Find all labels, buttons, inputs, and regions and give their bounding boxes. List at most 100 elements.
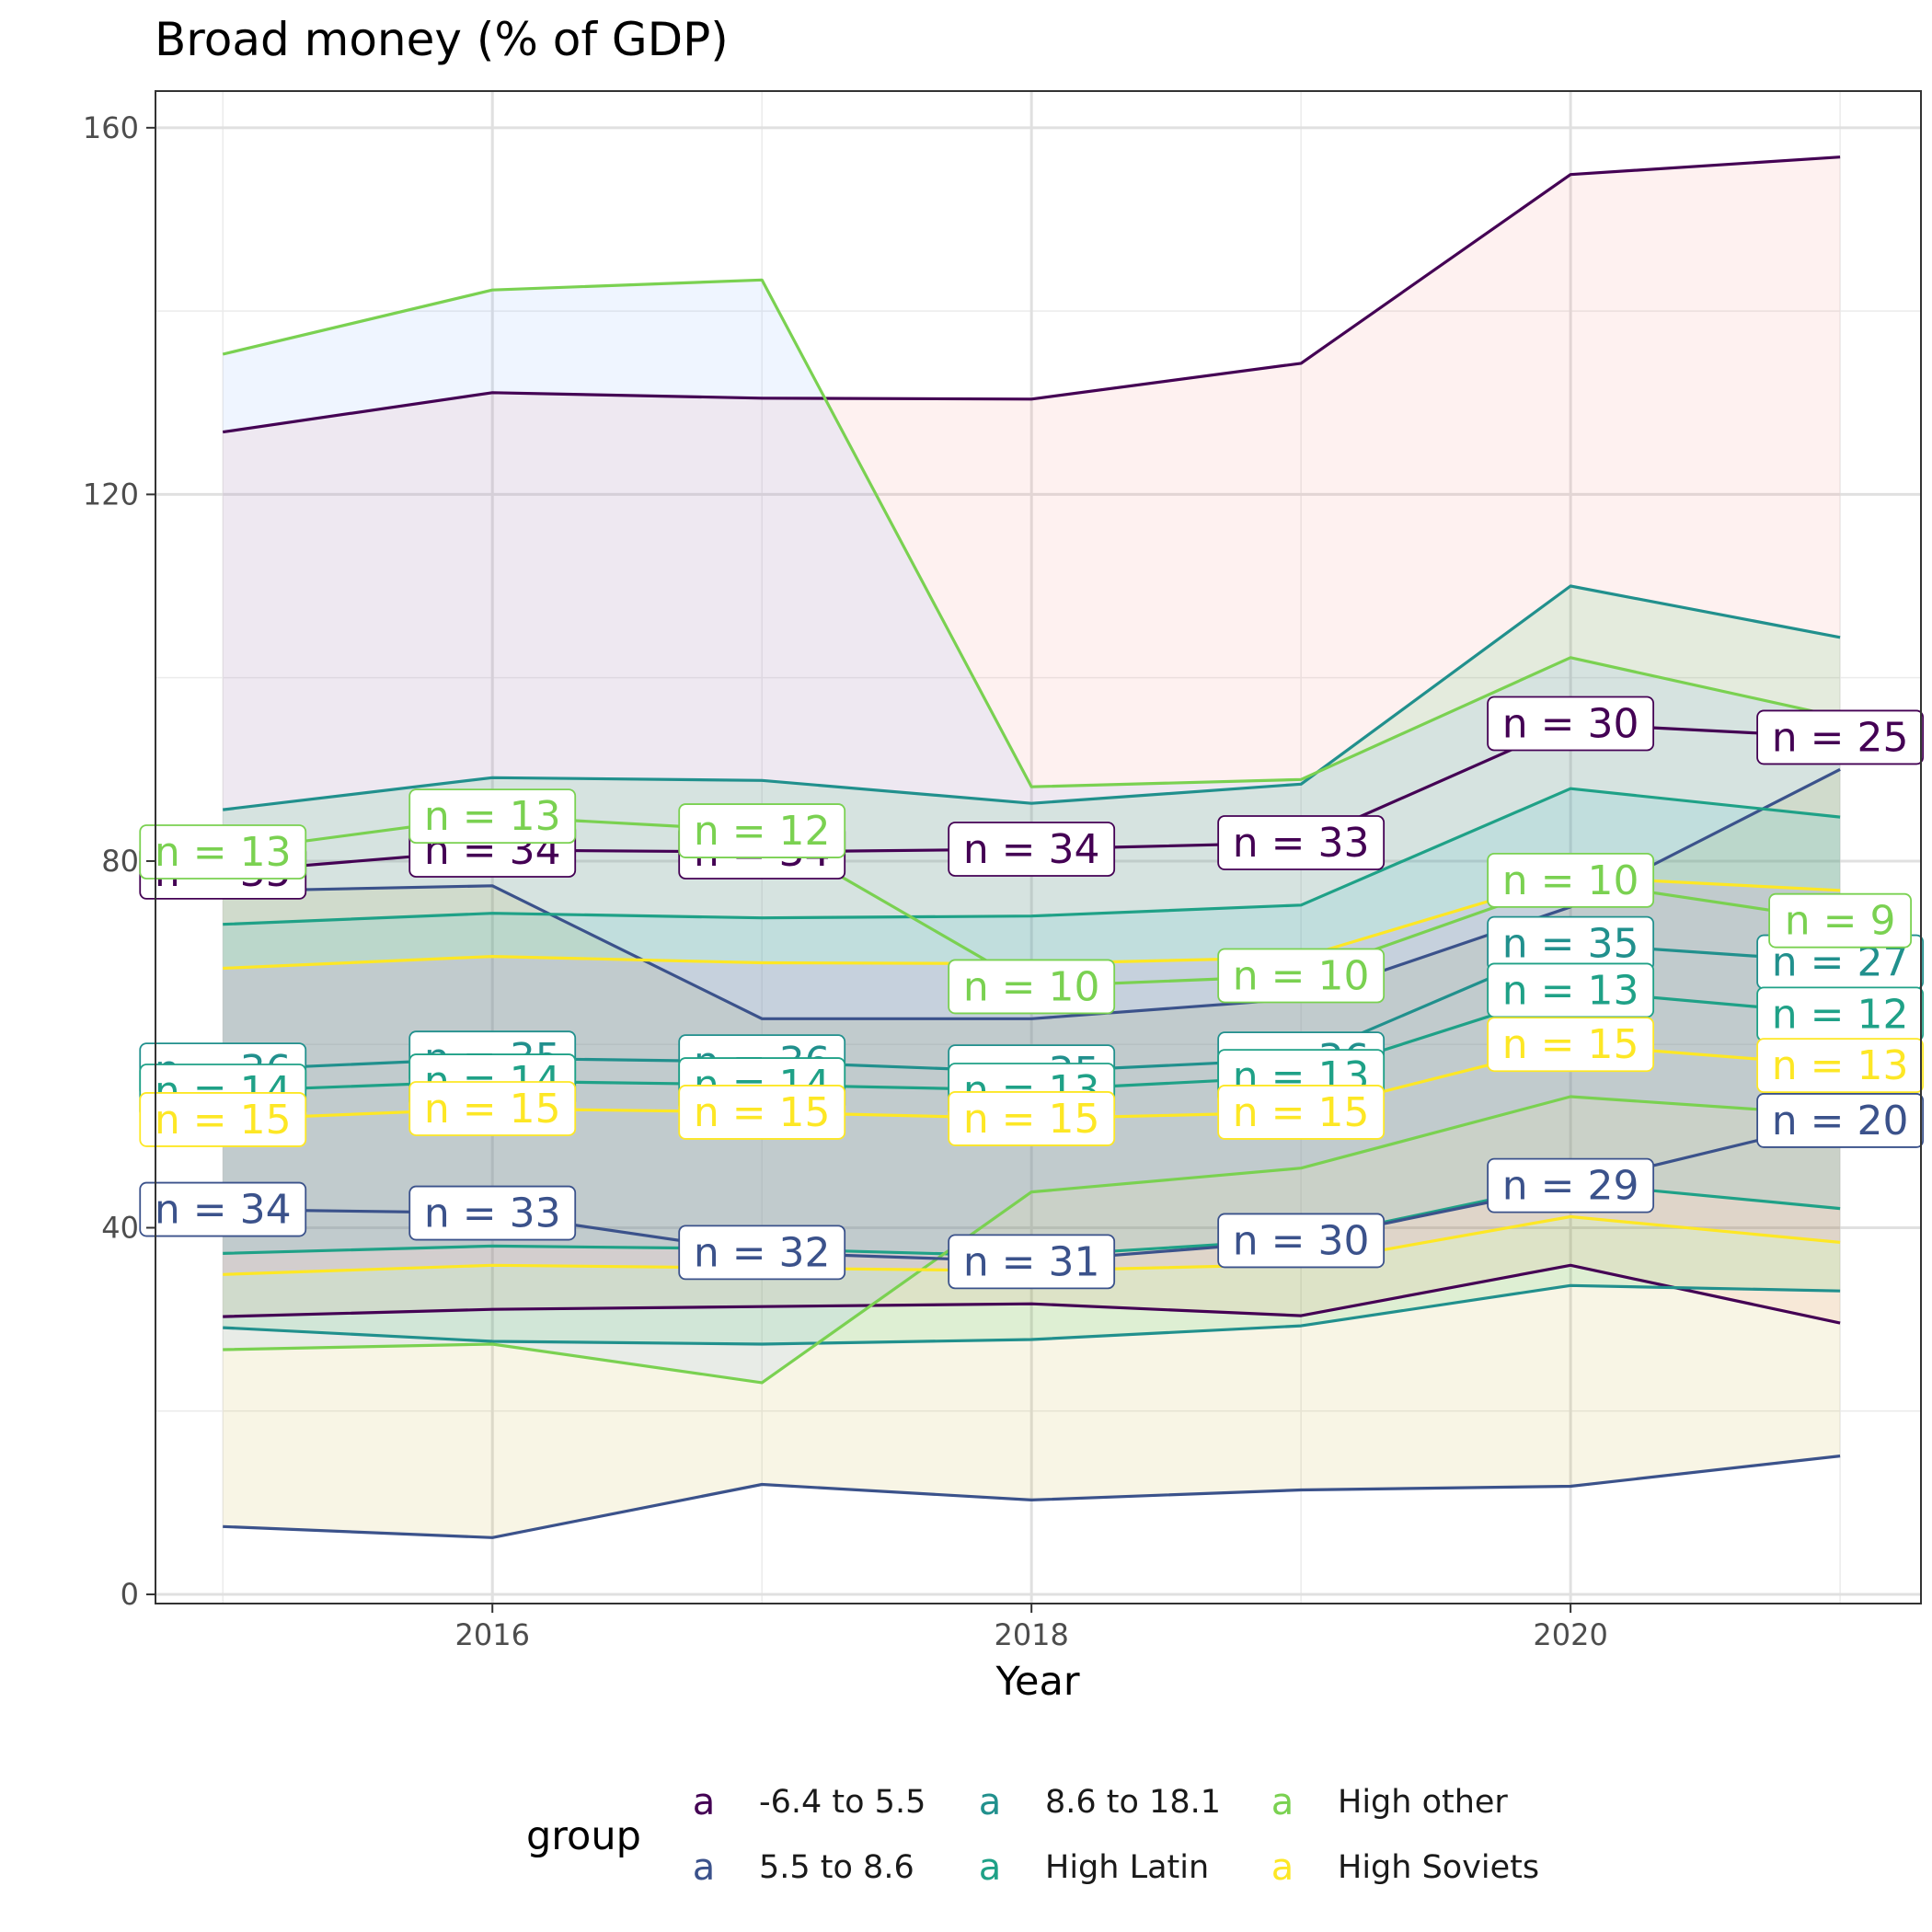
legend-title: group bbox=[526, 1813, 641, 1859]
count-label-text: n = 33 bbox=[424, 1190, 561, 1237]
legend-label: High other bbox=[1338, 1784, 1508, 1821]
count-label-text: n = 25 bbox=[1772, 714, 1909, 761]
line-lower-6-4-to-5-5 bbox=[223, 1263, 1841, 1325]
count-label-text: n = 20 bbox=[1772, 1098, 1909, 1144]
count-label-high-soviets: n = 13 bbox=[1756, 1038, 1925, 1094]
count-label-text: n = 15 bbox=[1233, 1089, 1370, 1136]
count-label-6-4-to-5-5: n = 25 bbox=[1756, 709, 1925, 765]
count-label-high-soviets: n = 15 bbox=[948, 1091, 1116, 1146]
count-label-box bbox=[1217, 948, 1386, 1004]
count-label-6-4-to-5-5: n = 33 bbox=[1217, 815, 1386, 870]
count-label-box bbox=[408, 1081, 577, 1136]
legend-key-glyph: a bbox=[979, 1846, 1002, 1889]
x-axis-tick-label: 2018 bbox=[994, 1617, 1068, 1652]
count-label-text: n = 30 bbox=[1233, 1217, 1370, 1264]
y-axis-tick-label: 120 bbox=[83, 477, 139, 512]
y-axis-tick-label: 0 bbox=[121, 1577, 139, 1612]
count-label-high-other: n = 10 bbox=[1487, 852, 1655, 908]
legend-item-high-soviets: a High Soviets bbox=[1271, 1846, 1539, 1889]
count-label-box bbox=[678, 1225, 846, 1281]
count-label-box bbox=[948, 1091, 1116, 1146]
count-label-high-latin: n = 13 bbox=[1487, 962, 1655, 1018]
count-label-text: n = 15 bbox=[155, 1097, 292, 1144]
count-label-box bbox=[1487, 696, 1655, 752]
count-label-text: n = 10 bbox=[1502, 857, 1639, 904]
count-label-high-other: n = 10 bbox=[948, 959, 1116, 1015]
count-label-box bbox=[1217, 1213, 1386, 1269]
x-axis-tick-label: 2020 bbox=[1533, 1617, 1607, 1652]
legend: a -6.4 to 5.5 a 5.5 to 8.6 a 8.6 to 18.1 a High… bbox=[693, 1781, 1539, 1889]
line-lower-high-other bbox=[223, 1095, 1841, 1385]
legend-key-glyph: a bbox=[1271, 1781, 1294, 1823]
band-5-5-to-8-6 bbox=[223, 769, 1841, 1538]
count-label-box bbox=[948, 1234, 1116, 1290]
legend-label: 8.6 to 18.1 bbox=[1045, 1784, 1221, 1821]
x-axis-tick-label: 2016 bbox=[455, 1617, 530, 1652]
x-axis-title: Year bbox=[995, 1659, 1079, 1705]
count-label-high-other: n = 13 bbox=[408, 788, 577, 845]
y-axis-tick-label: 80 bbox=[101, 844, 139, 879]
count-label-box bbox=[948, 822, 1116, 877]
count-label-high-soviets: n = 15 bbox=[1487, 1017, 1655, 1073]
line-upper-8-6-to-18-1 bbox=[223, 584, 1841, 811]
count-label-text: n = 10 bbox=[963, 963, 1100, 1010]
band-high-latin bbox=[223, 788, 1841, 1257]
count-label-box bbox=[1756, 1093, 1925, 1148]
count-label-text: n = 15 bbox=[694, 1089, 831, 1136]
count-label-box bbox=[1487, 1157, 1655, 1213]
count-label-box bbox=[1756, 709, 1925, 765]
line-upper-high-other bbox=[222, 278, 1841, 788]
count-labels: n = 35n = 34n = 34n = 34n = 33n = 30n = … bbox=[139, 696, 1925, 1290]
count-label-5-5-to-8-6: n = 33 bbox=[408, 1185, 577, 1241]
count-label-text: n = 32 bbox=[694, 1229, 831, 1276]
count-label-box bbox=[1217, 1085, 1386, 1140]
count-label-text: n = 13 bbox=[1502, 967, 1639, 1014]
count-label-text: n = 35 bbox=[1502, 921, 1639, 968]
count-label-box bbox=[678, 1085, 846, 1140]
count-label-box bbox=[1487, 852, 1655, 908]
count-label-text: n = 13 bbox=[155, 829, 292, 876]
count-label-high-other: n = 10 bbox=[1217, 948, 1386, 1004]
count-label-high-other: n = 12 bbox=[678, 803, 846, 858]
count-label-text: n = 10 bbox=[1233, 952, 1370, 999]
count-label-6-4-to-5-5: n = 34 bbox=[948, 822, 1116, 877]
count-label-box bbox=[678, 803, 846, 858]
legend-item-5-5-to-8-6: a 5.5 to 8.6 bbox=[693, 1846, 914, 1889]
count-label-box bbox=[948, 959, 1116, 1015]
count-label-high-other: n = 13 bbox=[139, 824, 307, 880]
count-label-high-soviets: n = 15 bbox=[678, 1085, 846, 1140]
count-label-box bbox=[139, 1092, 307, 1147]
count-label-text: n = 34 bbox=[155, 1187, 292, 1234]
count-label-high-soviets: n = 15 bbox=[408, 1081, 577, 1136]
band-6-4-to-5-5 bbox=[223, 156, 1841, 1324]
count-label-high-latin: n = 12 bbox=[1756, 986, 1925, 1042]
count-label-text: n = 30 bbox=[1502, 700, 1639, 747]
legend-label: High Latin bbox=[1045, 1849, 1209, 1886]
count-label-5-5-to-8-6: n = 32 bbox=[678, 1225, 846, 1281]
legend-label: 5.5 to 8.6 bbox=[759, 1849, 914, 1886]
count-label-5-5-to-8-6: n = 20 bbox=[1756, 1093, 1925, 1148]
legend-item-high-other: a High other bbox=[1271, 1781, 1509, 1823]
count-label-box bbox=[139, 1181, 307, 1237]
count-label-high-soviets: n = 15 bbox=[139, 1092, 307, 1147]
legend-item-6-4-to-5-5: a -6.4 to 5.5 bbox=[693, 1781, 926, 1823]
count-label-box bbox=[1768, 892, 1913, 949]
count-label-5-5-to-8-6: n = 34 bbox=[139, 1181, 307, 1237]
count-label-5-5-to-8-6: n = 30 bbox=[1217, 1213, 1386, 1269]
count-label-high-other: n = 9 bbox=[1768, 892, 1913, 949]
count-label-box bbox=[408, 788, 577, 845]
count-label-text: n = 12 bbox=[1772, 991, 1909, 1038]
count-label-8-6-to-18-1: n = 35 bbox=[1487, 915, 1655, 972]
legend-key-glyph: a bbox=[693, 1781, 716, 1823]
legend-key-glyph: a bbox=[693, 1846, 716, 1889]
axes: 0 40 80 120 160 2016 2018 2020 bbox=[83, 110, 1608, 1652]
y-axis-tick-label: 40 bbox=[101, 1210, 139, 1245]
count-label-5-5-to-8-6: n = 29 bbox=[1487, 1157, 1655, 1213]
count-label-text: n = 9 bbox=[1785, 898, 1896, 945]
count-label-6-4-to-5-5: n = 30 bbox=[1487, 696, 1655, 752]
legend-key-glyph: a bbox=[1271, 1846, 1294, 1889]
count-label-text: n = 15 bbox=[424, 1086, 561, 1133]
count-label-text: n = 29 bbox=[1502, 1163, 1639, 1210]
line-lower-8-6-to-18-1 bbox=[223, 1283, 1841, 1346]
